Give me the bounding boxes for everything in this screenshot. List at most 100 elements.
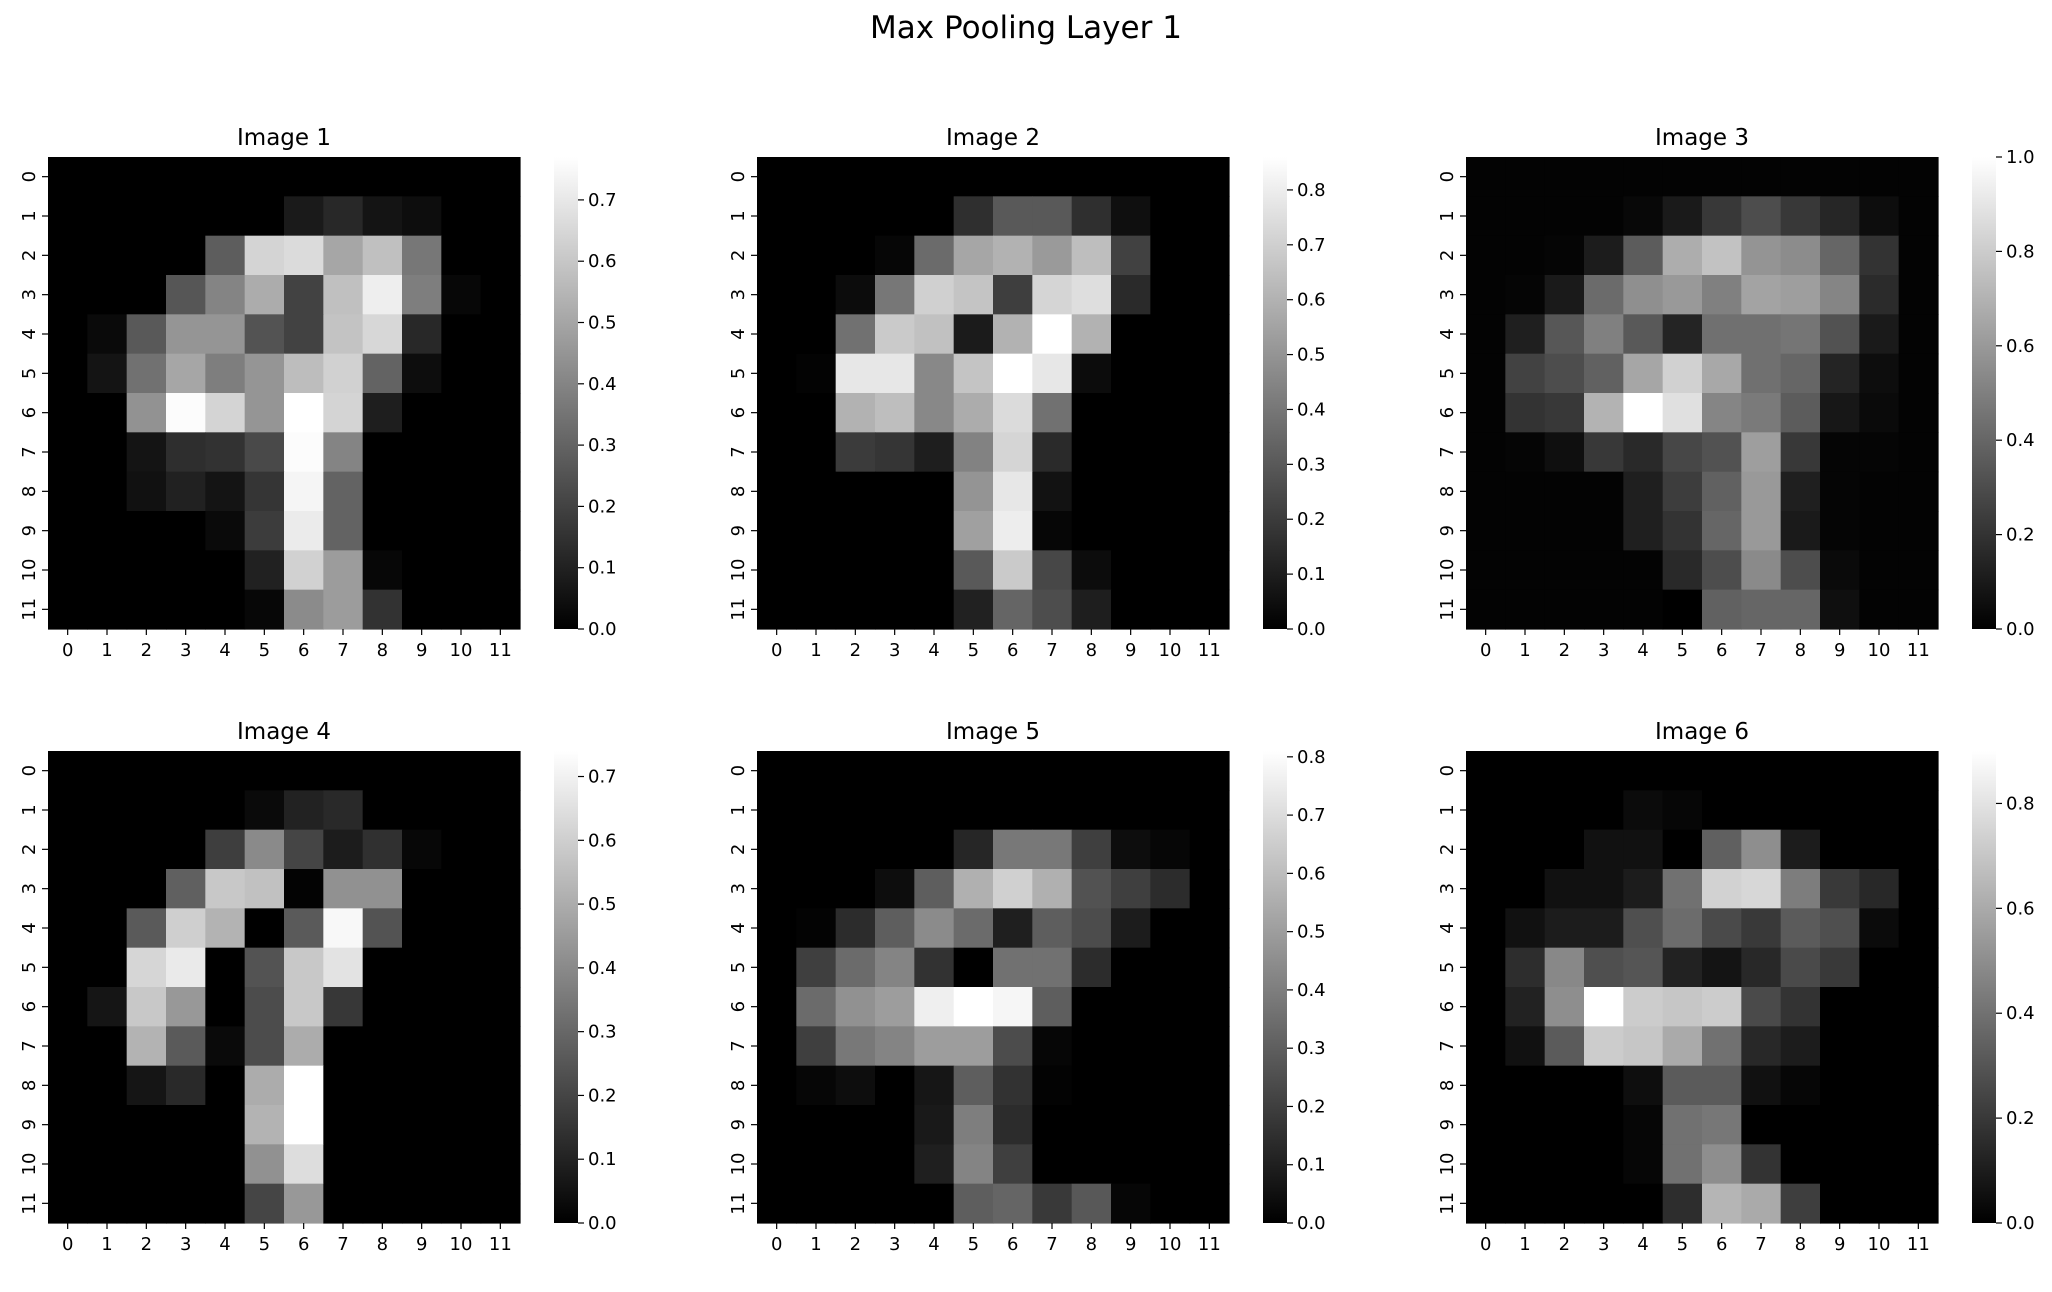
heatmap-cell <box>796 1183 837 1224</box>
heatmap-cell <box>205 1065 246 1106</box>
heatmap-cell <box>166 1065 206 1106</box>
colorbar-tick-label: 0.8 <box>1297 747 1326 768</box>
heatmap-cell <box>1702 235 1742 276</box>
heatmap-cell <box>323 751 364 791</box>
heatmap-cell <box>1702 471 1742 512</box>
heatmap-cell <box>953 1026 994 1067</box>
heatmap-cell <box>993 1183 1033 1224</box>
heatmap-cell <box>362 751 403 791</box>
heatmap-cell <box>757 511 797 551</box>
heatmap-cell <box>993 947 1033 988</box>
heatmap-cell <box>875 314 915 355</box>
colorbar-tick-label: 0.0 <box>2006 619 2035 640</box>
heatmap-cell <box>1662 869 1703 909</box>
heatmap-cell <box>1780 157 1821 197</box>
heatmap-cell <box>323 393 364 433</box>
heatmap-panel: Image 3 0 1 2 3 4 5 6 7 8 9 10 11 0 1 2 3 4 5 6 7 8 9 10 11 0.0 0.… <box>1437 125 2035 661</box>
heatmap-cell <box>993 511 1033 551</box>
heatmap-cell <box>835 393 876 433</box>
heatmap-cell <box>205 829 246 870</box>
x-tick-label: 4 <box>219 640 230 661</box>
heatmap-cell <box>87 393 128 433</box>
heatmap-cell <box>1505 869 1546 909</box>
heatmap-cell <box>284 869 324 909</box>
heatmap-cell <box>875 947 915 988</box>
heatmap-cell <box>993 275 1033 315</box>
colorbar <box>554 157 578 629</box>
heatmap-cell <box>993 829 1033 870</box>
heatmap-cell <box>402 235 442 276</box>
colorbar <box>1972 751 1996 1223</box>
heatmap-cell <box>48 235 88 276</box>
heatmap-cell <box>1702 1183 1742 1224</box>
heatmap-cell <box>875 869 915 909</box>
heatmap-cell <box>362 314 403 355</box>
x-tick-label: 2 <box>141 1234 152 1255</box>
heatmap-cell <box>1032 1065 1073 1106</box>
heatmap-cell <box>1111 471 1151 512</box>
heatmap-cell <box>1150 869 1191 909</box>
heatmap-cell <box>953 550 994 591</box>
heatmap-cell <box>1544 471 1585 512</box>
heatmap-cell <box>1584 589 1624 630</box>
heatmap-cell <box>48 1144 88 1185</box>
heatmap-cell <box>87 471 128 512</box>
heatmap-cell <box>87 790 128 831</box>
heatmap-cell <box>1505 314 1546 355</box>
heatmap-cell <box>1859 353 1900 394</box>
heatmap-cell <box>126 869 167 909</box>
y-tick-label: 3 <box>19 289 40 300</box>
heatmap-cell <box>205 751 246 791</box>
heatmap-cell <box>993 157 1033 197</box>
heatmap-cell <box>1898 1065 1939 1106</box>
heatmap-cell <box>1150 829 1191 870</box>
colorbar-tick-label: 0.2 <box>1297 1096 1326 1117</box>
heatmap-panel: Image 6 0 1 2 3 4 5 6 7 8 9 10 11 0 1 2 3 4 5 6 7 8 9 10 11 0.0 0.… <box>1437 719 2035 1255</box>
heatmap-cell <box>205 1183 246 1224</box>
heatmap-cell <box>48 869 88 909</box>
heatmap-cell <box>1111 275 1151 315</box>
heatmap-cell <box>1032 157 1073 197</box>
heatmap-cell <box>1702 314 1742 355</box>
heatmap-cell <box>835 1105 876 1145</box>
heatmap-cell <box>993 1065 1033 1106</box>
heatmap-cell <box>126 196 167 237</box>
y-tick-label: 3 <box>728 289 749 300</box>
heatmap-cell <box>993 751 1033 791</box>
colorbar-tick-label: 0.6 <box>588 830 617 851</box>
heatmap-cell <box>1071 947 1112 988</box>
colorbar-tick-label: 0.8 <box>2006 241 2035 262</box>
heatmap-cell <box>993 869 1033 909</box>
heatmap-cell <box>323 314 364 355</box>
heatmap-cell <box>1702 1065 1742 1106</box>
heatmap-cell <box>480 987 521 1027</box>
heatmap-cell <box>953 869 994 909</box>
colorbar-tick-label: 0.3 <box>588 435 617 456</box>
heatmap-cell <box>441 908 482 949</box>
heatmap-cell <box>1466 353 1506 394</box>
heatmap-cell <box>1032 829 1073 870</box>
x-tick-label: 5 <box>259 640 270 661</box>
heatmap-cell <box>757 790 797 831</box>
heatmap-cell <box>1780 1183 1821 1224</box>
heatmap-cell <box>1584 157 1624 197</box>
heatmap-cell <box>48 511 88 551</box>
heatmap-cell <box>87 275 128 315</box>
heatmap-cell <box>1741 947 1782 988</box>
heatmap-cell <box>796 589 837 630</box>
y-tick-label: 6 <box>19 407 40 418</box>
heatmap-cell <box>166 196 206 237</box>
heatmap-cell <box>1820 432 1860 473</box>
heatmap-cell <box>1032 1105 1073 1145</box>
heatmap-cell <box>796 353 837 394</box>
heatmap-cell <box>1584 235 1624 276</box>
heatmap-cell <box>1071 1105 1112 1145</box>
x-tick-label: 6 <box>1007 1234 1018 1255</box>
heatmap-cell <box>1898 829 1939 870</box>
heatmap-cell <box>1741 157 1782 197</box>
heatmap-cell <box>166 511 206 551</box>
heatmap-cell <box>126 908 167 949</box>
colorbar-tick-label: 0.7 <box>588 767 617 788</box>
x-tick-label: 9 <box>1834 640 1845 661</box>
x-tick-label: 6 <box>298 1234 309 1255</box>
